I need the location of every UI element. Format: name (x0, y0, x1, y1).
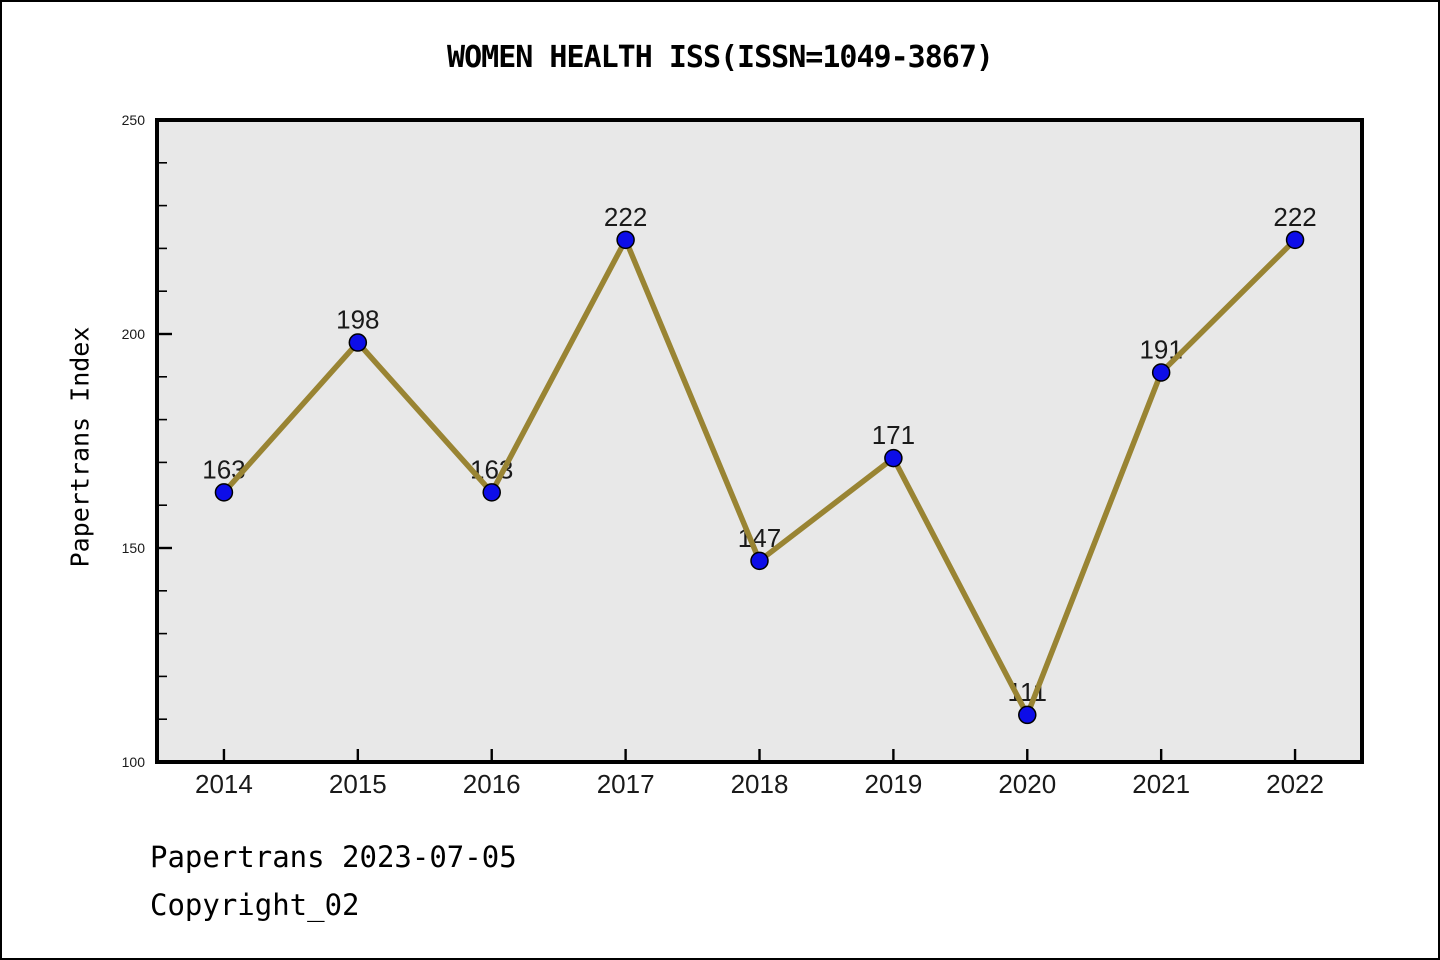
x-tick-label: 2019 (864, 769, 922, 799)
footer-date: Papertrans 2023-07-05 (150, 840, 517, 874)
x-tick-label: 2021 (1132, 769, 1190, 799)
data-point (348, 333, 368, 352)
data-point (750, 551, 769, 571)
data-point (616, 230, 635, 250)
data-point (1018, 705, 1037, 725)
footer-copyright: Copyright_02 (150, 888, 360, 922)
x-tick-label: 2014 (195, 769, 253, 799)
x-tick-label: 2018 (731, 769, 789, 799)
plot-area (155, 118, 1364, 764)
y-tick-label: 200 (122, 326, 146, 342)
y-tick-label: 250 (122, 112, 146, 128)
data-point (482, 483, 501, 502)
value-label: 163 (202, 454, 245, 484)
x-tick-label: 2016 (463, 769, 521, 799)
data-point (884, 448, 903, 468)
y-tick-label: 100 (122, 754, 146, 770)
value-label: 222 (604, 202, 647, 232)
x-tick-label: 2022 (1266, 769, 1324, 799)
x-tick-label: 2020 (998, 769, 1056, 799)
chart-title: WOMEN HEALTH ISS(ISSN=1049-3867) (447, 40, 994, 75)
data-point (214, 483, 234, 502)
value-label: 198 (336, 305, 379, 335)
value-label: 222 (1273, 202, 1316, 232)
data-point (1285, 230, 1305, 250)
x-tick-label: 2017 (597, 769, 655, 799)
value-label: 171 (872, 420, 915, 450)
y-tick-label: 150 (122, 540, 146, 556)
x-tick-label: 2015 (329, 769, 387, 799)
data-point (1151, 363, 1171, 382)
